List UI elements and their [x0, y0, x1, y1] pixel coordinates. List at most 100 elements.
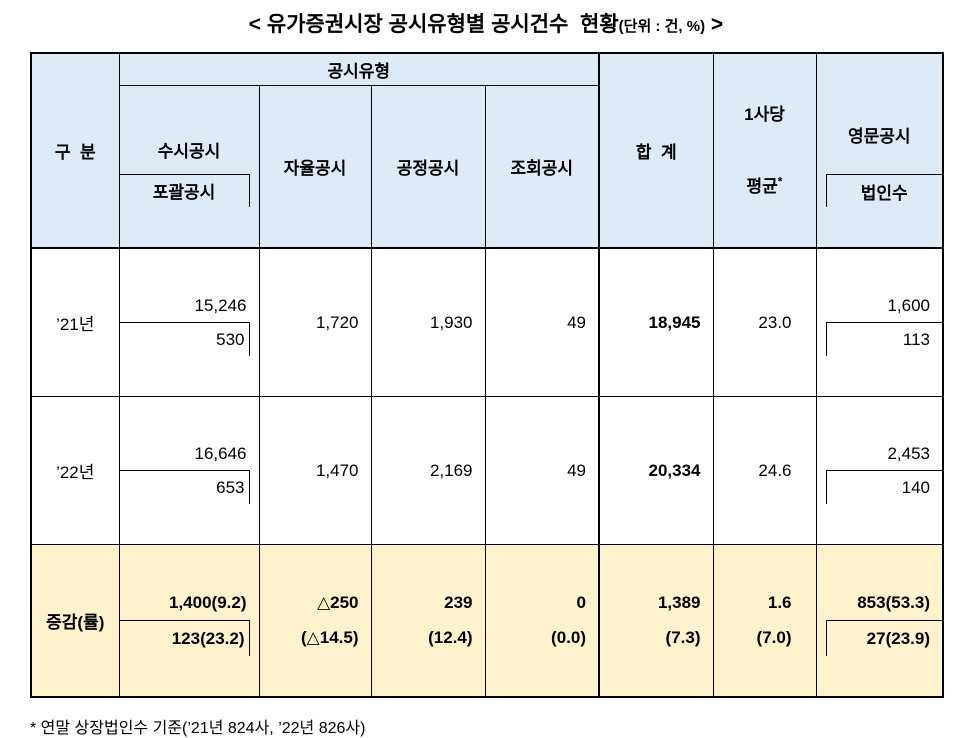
- value-average-2021: 23.0: [712, 247, 817, 397]
- header-per-company-line2: 평균: [746, 176, 778, 196]
- table-row-2021: ’21년 15,246 530 1,720 1,930 49 18,945 23…: [30, 247, 944, 397]
- header-corp-count-label: 법인수: [860, 183, 908, 203]
- cell-english-2022-cellbox: 2,453 140: [817, 437, 942, 504]
- cell-susi-2021-cellbox: 15,246 530: [119, 289, 259, 356]
- cell-average-change-cellbox: 1.6 (7.0): [714, 585, 816, 656]
- header-per-company-footnote-star: *: [777, 173, 783, 188]
- value-johoe-2021: 49: [484, 247, 600, 397]
- value-english-2022: 2,453: [887, 443, 930, 463]
- cell-english-change-cellbox: 853(53.3) 27(23.9): [817, 585, 942, 656]
- value-susi-2022: 16,646: [194, 443, 247, 463]
- header-type-group-label: 공시유형: [327, 61, 391, 81]
- value-jayul-change-rate: (△14.5): [301, 628, 359, 648]
- cell-jayul-change: △250 (△14.5): [258, 544, 372, 698]
- header-susi: 수시공시 포괄공시: [118, 84, 260, 249]
- header-english-label-area: 영문공시: [817, 94, 943, 174]
- header-jayul: 자율공시: [258, 84, 372, 249]
- value-johoe-change-rate: (0.0): [551, 628, 586, 648]
- row-label-change: 증감(률): [30, 544, 120, 698]
- cell-gongjeong-change: 239 (12.4): [370, 544, 486, 698]
- value-average-change: 1.6: [767, 592, 792, 612]
- value-jayul-change: △250: [317, 592, 359, 612]
- value-corp-change: 27(23.9): [825, 620, 942, 656]
- header-johoe-label: 조회공시: [510, 158, 574, 178]
- cell-susi-change-cellbox: 1,400(9.2) 123(23.2): [119, 585, 259, 656]
- header-total-label: 합 계: [635, 143, 677, 162]
- cell-english-2021: 1,600 113: [815, 247, 944, 397]
- cell-english-2021-cellbox: 1,600 113: [817, 289, 942, 356]
- value-english-change: 853(53.3): [857, 592, 930, 612]
- value-susi-change: 1,400(9.2): [169, 592, 247, 612]
- header-english-label: 영문공시: [847, 126, 911, 146]
- cell-english-change: 853(53.3) 27(23.9): [815, 544, 944, 698]
- title-unit: (단위 : 건, %): [618, 18, 706, 35]
- header-total: 합 계: [598, 52, 714, 249]
- table-header: 구 분 공시유형 합 계 1사당 평균* 영문공시 법인수 수시공시: [30, 52, 944, 249]
- title-close: >: [705, 13, 724, 36]
- cell-total-change: 1,389 (7.3): [598, 544, 714, 698]
- header-per-company-line2-wrap: 평균*: [714, 175, 816, 199]
- cell-english-2022: 2,453 140: [815, 396, 944, 545]
- header-gubun: 구 분: [30, 52, 120, 249]
- value-total-2022: 20,334: [598, 396, 714, 545]
- value-gongjeong-2021: 1,930: [370, 247, 486, 397]
- header-row-2: 수시공시 포괄공시 자율공시 공정공시 조회공시: [31, 84, 943, 249]
- value-gongjeong-2022: 2,169: [370, 396, 486, 545]
- header-gubun-label: 구 분: [54, 143, 96, 162]
- cell-susi-2021: 15,246 530: [118, 247, 260, 397]
- value-gongjeong-change-rate: (12.4): [428, 628, 473, 648]
- table-row-change: 증감(률) 1,400(9.2) 123(23.2) △250 (△14.5): [30, 544, 944, 698]
- header-gongjeong-label: 공정공시: [396, 158, 460, 178]
- cell-johoe-change: 0 (0.0): [484, 544, 600, 698]
- table-body: ’21년 15,246 530 1,720 1,930 49 18,945 23…: [30, 247, 944, 698]
- header-susi-label: 수시공시: [157, 142, 221, 162]
- page-title: < 유가증권시장 공시유형별 공시건수 현황(단위 : 건, %) >: [30, 8, 942, 38]
- table-row-2022: ’22년 16,646 653 1,470 2,169 49 20,334 24…: [30, 396, 944, 545]
- cell-susi-2022-cellbox: 16,646 653: [119, 437, 259, 504]
- cell-jayul-change-cellbox: △250 (△14.5): [260, 585, 371, 656]
- header-jayul-label: 자율공시: [283, 158, 347, 178]
- value-corp-2022: 140: [825, 470, 942, 504]
- header-english-cellbox: 영문공시 법인수: [817, 94, 943, 207]
- value-johoe-2022: 49: [484, 396, 600, 545]
- footnote: * 연말 상장법인수 기준(’21년 824사, ’22년 826사): [30, 720, 366, 737]
- header-susi-cellbox: 수시공시 포괄공시: [119, 126, 259, 207]
- value-total-change-rate: (7.3): [665, 628, 701, 648]
- value-average-2022: 24.6: [712, 396, 817, 545]
- value-susi-2021: 15,246: [194, 295, 247, 315]
- cell-johoe-change-cellbox: 0 (0.0): [486, 585, 599, 656]
- value-johoe-change: 0: [576, 592, 586, 612]
- cell-total-change-cellbox: 1,389 (7.3): [600, 585, 713, 656]
- header-johoe: 조회공시: [484, 84, 600, 249]
- header-per-company-average: 1사당 평균*: [712, 52, 817, 249]
- cell-average-change: 1.6 (7.0): [712, 544, 817, 698]
- header-susi-label-area: 수시공시: [120, 126, 259, 174]
- header-disclosure-type-group: 공시유형: [118, 52, 600, 86]
- cell-gongjeong-change-cellbox: 239 (12.4): [372, 585, 485, 656]
- value-gongjeong-change: 239: [444, 592, 473, 612]
- value-corp-2021: 113: [825, 322, 942, 356]
- value-total-2021: 18,945: [598, 247, 714, 397]
- value-english-2021: 1,600: [887, 295, 930, 315]
- value-total-change: 1,389: [657, 592, 701, 612]
- title-main: < 유가증권시장 공시유형별 공시건수 현황: [248, 13, 619, 36]
- header-corp-count: 법인수: [825, 174, 942, 207]
- value-pogwal-2022: 653: [119, 470, 250, 504]
- header-gongjeong: 공정공시: [370, 84, 486, 249]
- cell-susi-2022: 16,646 653: [118, 396, 260, 545]
- header-english-disclosure: 영문공시 법인수: [815, 52, 944, 249]
- header-row-1: 구 분 공시유형 합 계 1사당 평균* 영문공시 법인수: [30, 52, 944, 249]
- cell-susi-change: 1,400(9.2) 123(23.2): [118, 544, 260, 698]
- value-pogwal-change: 123(23.2): [119, 620, 250, 656]
- value-average-change-rate: (7.0): [756, 628, 792, 648]
- header-pogwal: 포괄공시: [119, 173, 250, 207]
- value-jayul-2021: 1,720: [258, 247, 372, 397]
- value-jayul-2022: 1,470: [258, 396, 372, 545]
- value-pogwal-2021: 530: [119, 322, 250, 356]
- row-label-2021: ’21년: [30, 247, 120, 397]
- disclosure-count-table: 구 분 공시유형 합 계 1사당 평균* 영문공시 법인수 수시공시: [30, 52, 944, 698]
- row-label-2022: ’22년: [30, 396, 120, 545]
- header-per-company-line1: 1사당: [744, 104, 785, 124]
- header-pogwal-label: 포괄공시: [152, 183, 216, 203]
